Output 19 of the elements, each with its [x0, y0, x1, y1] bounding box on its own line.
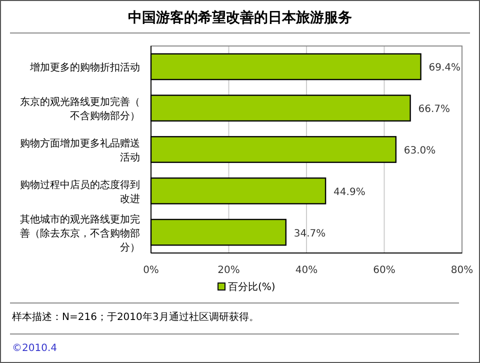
y-tick-label: 购物方面增加更多礼品赠送活动	[20, 138, 140, 164]
text: 44.9%	[334, 186, 366, 198]
x-tick-label: 0%	[143, 265, 159, 276]
text: 69.4%	[428, 62, 461, 74]
text: ©2010.4	[12, 343, 57, 354]
text: 66.7%	[418, 104, 450, 116]
text: 34.7%	[294, 228, 326, 240]
x-tick-label: 60%	[373, 265, 396, 276]
text: 63.0%	[404, 146, 436, 156]
chart-title: 中国游客的希望改善的日本旅游服务	[128, 9, 352, 26]
x-tick-label: 40%	[295, 265, 318, 276]
text: 样本描述：N=216；于2010年3月通过社区调研获得。	[12, 311, 259, 323]
y-tick-label: 购物过程中店员的态度得到改进	[20, 178, 140, 205]
y-tick-label: 其他城市的观光路线更加完善（除去东京，不含购物部分）	[20, 213, 140, 254]
x-tick-label: 20%	[218, 265, 240, 276]
x-tick-label: 80%	[450, 265, 474, 276]
legend-label: 百分比(%)	[228, 281, 276, 293]
y-tick-label: 东京的观光路线更加完善（不含购物部分）	[20, 96, 140, 122]
y-tick-label: 增加更多的购物折扣活动	[29, 62, 140, 74]
